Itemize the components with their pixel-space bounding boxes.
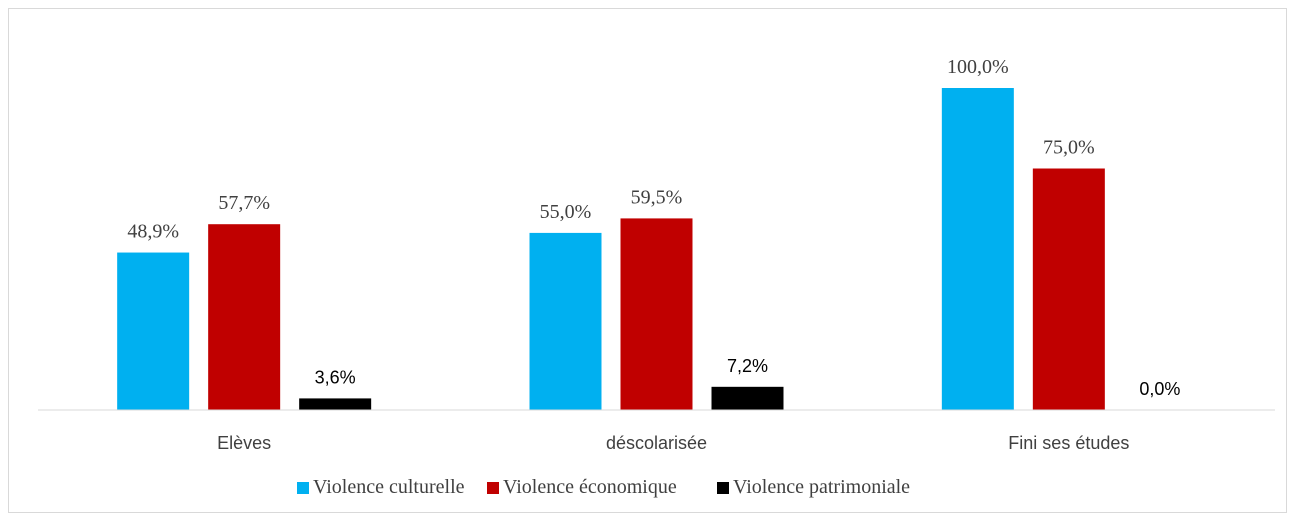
legend-label-2: Violence patrimoniale xyxy=(733,476,910,498)
bar-1-0 xyxy=(208,224,281,410)
category-label-1: déscolarisée xyxy=(606,433,707,453)
bar-0-2 xyxy=(941,88,1014,410)
data-label-0-0: 48,9% xyxy=(127,221,179,243)
bar-0-1 xyxy=(529,232,602,410)
bar-2-1 xyxy=(711,386,784,410)
data-label-1-0: 57,7% xyxy=(218,192,270,214)
data-label-1-1: 59,5% xyxy=(631,186,683,208)
data-label-2-2: 0,0% xyxy=(1139,379,1180,399)
category-label-2: Fini ses études xyxy=(1008,433,1129,453)
legend-label-1: Violence économique xyxy=(503,476,677,498)
data-label-0-2: 100,0% xyxy=(947,56,1009,78)
bar-1-1 xyxy=(620,218,693,410)
legend-swatch-2 xyxy=(717,482,729,494)
bar-2-0 xyxy=(299,398,372,410)
category-label-0: Elèves xyxy=(217,433,271,453)
data-label-2-0: 3,6% xyxy=(315,367,356,387)
legend-swatch-0 xyxy=(297,482,309,494)
data-label-0-1: 55,0% xyxy=(540,201,592,223)
legend-swatch-1 xyxy=(487,482,499,494)
legend-label-0: Violence culturelle xyxy=(313,476,465,498)
data-label-1-2: 75,0% xyxy=(1043,137,1095,159)
bar-1-2 xyxy=(1032,168,1105,410)
data-label-2-1: 7,2% xyxy=(727,356,768,376)
bar-0-0 xyxy=(117,252,190,410)
